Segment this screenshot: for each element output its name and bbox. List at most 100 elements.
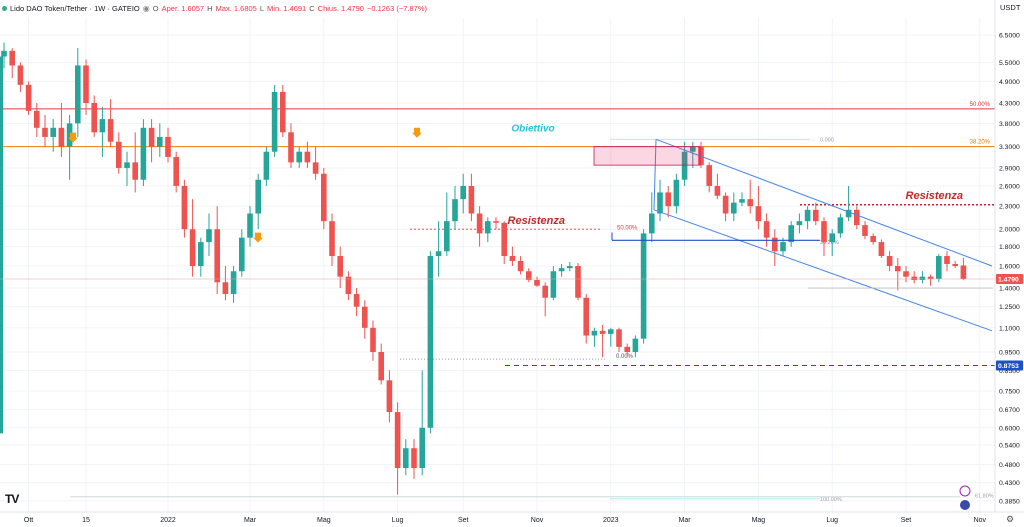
- x-tick-label: Mar: [679, 517, 692, 524]
- candle-body: [173, 156, 179, 186]
- candle-body: [493, 221, 499, 223]
- time-axis: Ott 15 2022 Mar Mag Lug Set Nov 2023 Mar Mag Lug Set…: [0, 511, 1024, 524]
- candle-body: [239, 237, 245, 272]
- candle-body: [337, 256, 343, 277]
- currency-label[interactable]: USDT: [1000, 3, 1021, 12]
- horizontal-levels: 50.00% 38.20% Resistenza Resistenza 50.00% 38…: [0, 102, 995, 503]
- candle-body: [0, 56, 3, 434]
- x-tick-label: Lug: [392, 517, 404, 524]
- channel-lower-line: [653, 209, 993, 332]
- alert-icon: [959, 485, 971, 497]
- candle-body: [862, 225, 868, 236]
- candle-body: [829, 233, 835, 243]
- y-tick-label: 0.4800: [999, 462, 1020, 469]
- x-tick-label: Set: [458, 517, 469, 524]
- y-tick-label: 5.5000: [999, 60, 1020, 67]
- y-tick-label: 1.8000: [999, 244, 1020, 251]
- fib-0-label: 0.000: [820, 137, 834, 143]
- candle-body: [796, 221, 803, 226]
- candle-body: [345, 276, 352, 295]
- y-tick-label: 1.4000: [999, 286, 1020, 293]
- arrow-down-icon: [412, 127, 422, 138]
- x-tick-label: Lug: [826, 517, 838, 524]
- drawings: Obiettivo: [0, 123, 995, 510]
- channel-upper-line: [655, 138, 993, 267]
- candle-body: [206, 229, 212, 243]
- candle-body: [608, 329, 614, 334]
- candle-body: [222, 282, 229, 295]
- candle-body: [312, 162, 319, 174]
- candle-body: [616, 329, 622, 347]
- y-tick-label: 0.6700: [999, 407, 1020, 414]
- candle-body: [575, 266, 581, 298]
- y-tick-label: 2.9000: [999, 165, 1020, 172]
- settings-gear-icon[interactable]: ⚙: [1006, 514, 1015, 524]
- tradingview-logo[interactable]: TV: [5, 492, 19, 506]
- y-tick-label: 6.5000: [999, 32, 1020, 39]
- candle-body: [116, 141, 122, 168]
- candle-body: [34, 110, 40, 128]
- candle-body: [66, 123, 73, 147]
- y-tick-label: 0.4300: [999, 480, 1020, 487]
- candle-body: [903, 271, 909, 277]
- candle-body: [362, 306, 368, 328]
- candle-body: [42, 127, 48, 137]
- candle-body: [198, 242, 204, 267]
- y-tick-label: 0.9500: [999, 349, 1020, 356]
- candle-body: [370, 327, 376, 352]
- candle-body: [837, 217, 844, 234]
- arrow-down-icon: [68, 132, 78, 143]
- change-value: −0.1263 (−7.87%): [366, 3, 427, 13]
- x-tick-label: Mar: [244, 517, 257, 524]
- symbol-title[interactable]: Lido DAO Token/Tether · 1W · GATEIO: [10, 3, 140, 13]
- candle-body: [919, 276, 926, 280]
- y-tick-label: 4.9000: [999, 79, 1020, 86]
- candle-body: [214, 229, 220, 283]
- candle-body: [681, 151, 688, 180]
- candle-body: [673, 179, 680, 207]
- candle-body: [91, 103, 97, 133]
- candle-body: [755, 206, 762, 222]
- candle-body: [526, 271, 532, 280]
- fib-38-label: 38.20%: [970, 140, 991, 146]
- candle-body: [1, 50, 7, 57]
- x-tick-label: Ott: [24, 517, 33, 524]
- candle-body: [288, 132, 294, 163]
- high-value: Max. 1.6805: [215, 3, 257, 13]
- candle-body: [124, 162, 130, 168]
- candle-body: [870, 235, 876, 243]
- candle-body: [165, 136, 171, 157]
- candle-series: [0, 42, 967, 495]
- price-label-box: [996, 360, 1023, 371]
- candle-body: [230, 271, 237, 295]
- candle-body: [148, 127, 155, 147]
- x-tick-label: 2022: [160, 517, 176, 524]
- candle-body: [419, 427, 425, 469]
- fib-50-label: 50.00%: [970, 102, 991, 108]
- candle-body: [567, 266, 573, 269]
- candle-body: [731, 202, 737, 214]
- candle-body: [788, 225, 794, 243]
- eye-icon[interactable]: ◉: [142, 3, 150, 13]
- candle-body: [427, 256, 434, 428]
- candle-body: [534, 279, 540, 286]
- candle-body: [804, 209, 811, 222]
- fib-100-label: 100.00%: [820, 497, 842, 503]
- candle-body: [632, 338, 639, 352]
- fib2-50-label: 50.00%: [617, 226, 638, 232]
- y-tick-label: 0.6000: [999, 425, 1020, 432]
- candle-body: [99, 119, 106, 133]
- low-label: L: [259, 3, 265, 13]
- candle-body: [649, 213, 655, 234]
- candle-body: [58, 127, 65, 147]
- candle-body: [435, 251, 442, 257]
- flag-icon: [960, 500, 970, 510]
- candle-body: [599, 330, 606, 334]
- candle-body: [895, 266, 901, 272]
- y-tick-label: 3.8000: [999, 121, 1020, 128]
- y-tick-label: 1.1000: [999, 325, 1020, 332]
- chart-grid: [0, 18, 995, 512]
- y-tick-label: 0.8500: [999, 368, 1020, 375]
- candle-body: [411, 448, 417, 469]
